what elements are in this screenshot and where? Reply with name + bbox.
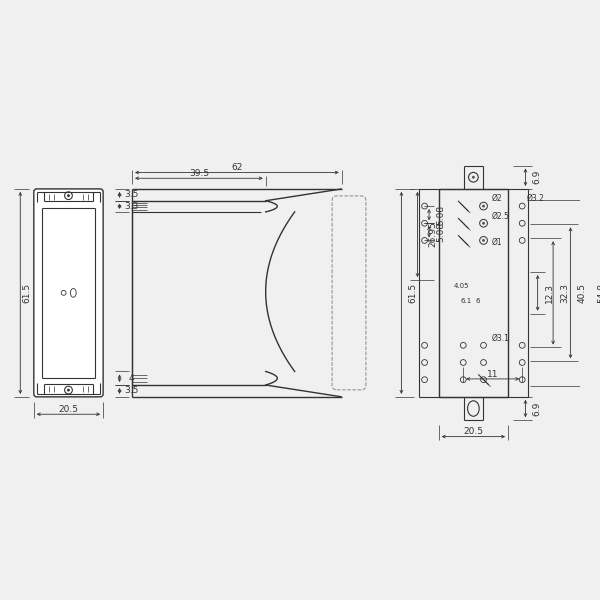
Text: 3.5: 3.5 [124,190,139,199]
Text: 20.5: 20.5 [58,405,79,414]
Text: Ø3.2: Ø3.2 [527,194,545,203]
Circle shape [482,239,485,242]
Text: Ø2: Ø2 [491,194,502,203]
Text: 5.08: 5.08 [436,222,445,242]
Text: 3.3: 3.3 [124,202,139,211]
Text: 32.3: 32.3 [560,283,569,303]
Text: 11: 11 [487,370,499,379]
Text: 39.5: 39.5 [189,169,209,178]
Text: 6: 6 [476,298,481,304]
Circle shape [67,389,70,392]
Text: 62: 62 [231,163,242,172]
Text: 12.3: 12.3 [545,283,554,303]
Text: 4: 4 [128,374,134,383]
Text: Ø2.5: Ø2.5 [491,211,509,220]
Text: 26.95: 26.95 [428,221,437,247]
Circle shape [472,176,475,179]
Circle shape [482,205,485,208]
Text: 6.9: 6.9 [533,401,542,416]
Text: 5.08: 5.08 [436,205,445,225]
Text: 4.05: 4.05 [454,283,470,289]
Text: 3.5: 3.5 [124,386,139,395]
Text: Ø3.1: Ø3.1 [491,334,509,343]
Text: 54.8: 54.8 [597,283,600,303]
Circle shape [67,194,70,197]
Text: 6.1: 6.1 [460,298,471,304]
Text: 40.5: 40.5 [578,283,587,303]
Text: 61.5: 61.5 [409,283,418,303]
Text: 20.5: 20.5 [463,427,484,436]
Text: Ø1: Ø1 [491,238,502,247]
Text: 6.9: 6.9 [533,170,542,184]
FancyBboxPatch shape [34,189,103,397]
Text: 61.5: 61.5 [23,283,32,303]
Circle shape [482,222,485,225]
